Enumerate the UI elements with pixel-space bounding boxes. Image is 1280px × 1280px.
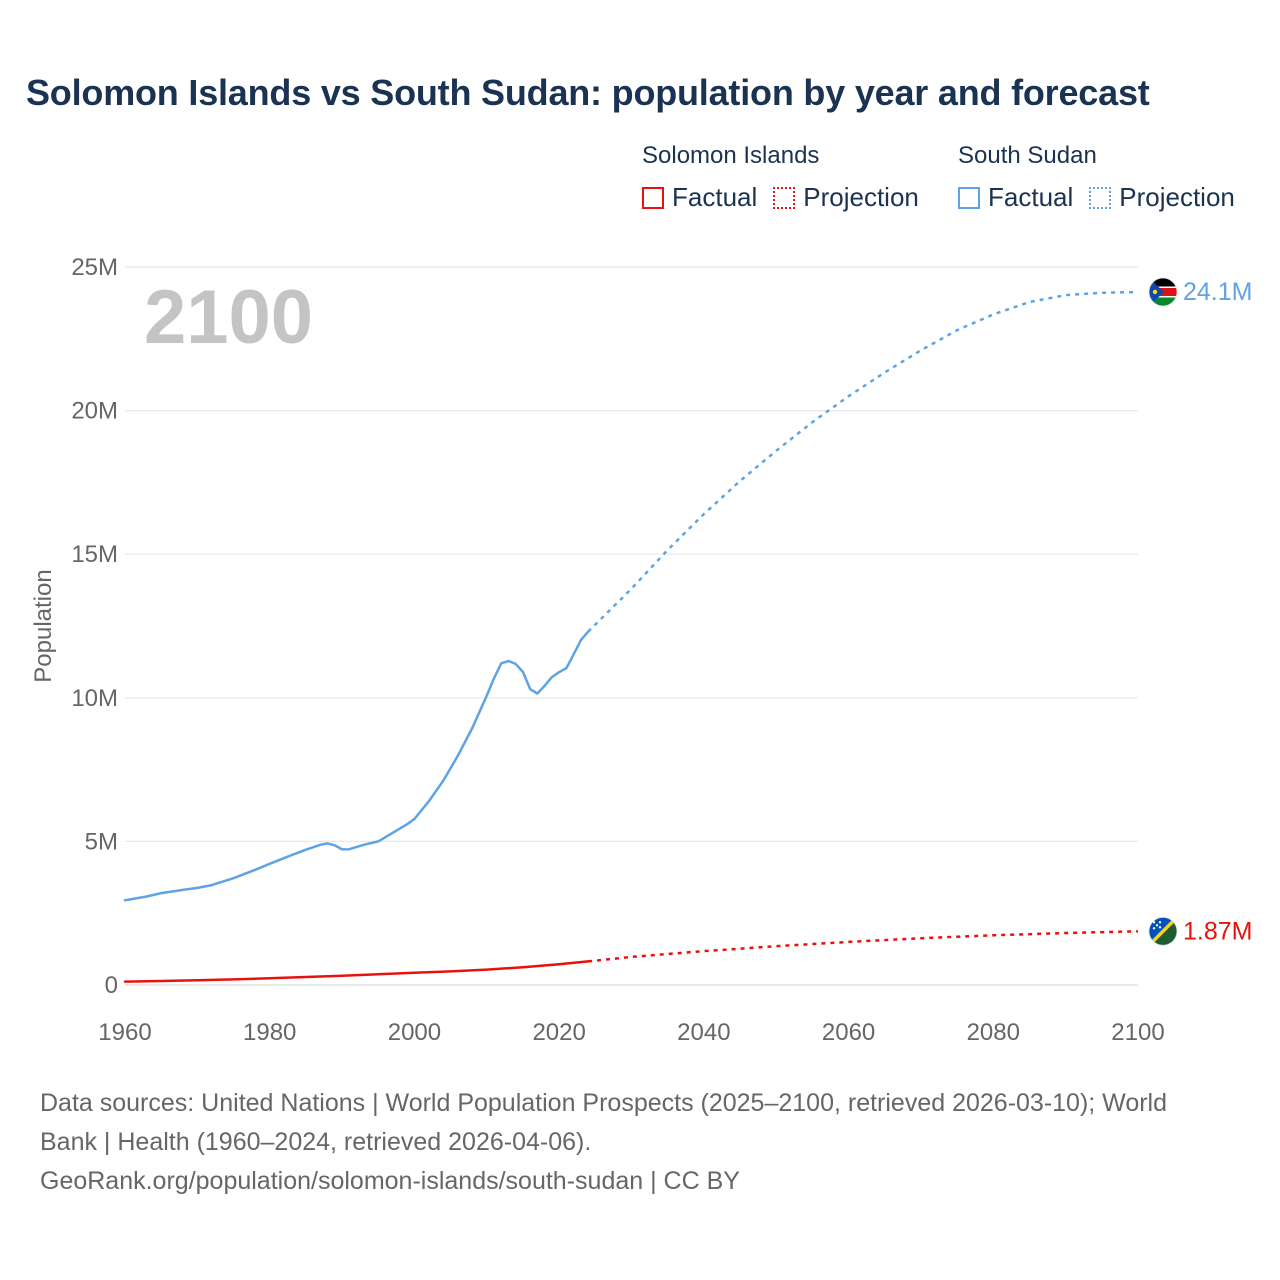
y-tick-label: 0	[105, 972, 118, 999]
legend-solomon-islands: Solomon Islands Factual Projection	[642, 140, 935, 213]
dotted-swatch-icon	[1089, 186, 1112, 209]
solomon-islands-flag-icon	[1148, 916, 1178, 946]
y-tick-label: 15M	[71, 541, 118, 568]
x-tick-label: 2060	[822, 1019, 875, 1046]
south-sudan-flag-icon	[1148, 277, 1178, 307]
source-footer: Data sources: United Nations | World Pop…	[40, 1084, 1240, 1201]
legend-projection-solomon-islands[interactable]: Projection	[773, 182, 919, 213]
year-label: 2100	[144, 275, 313, 360]
y-tick-label: 20M	[71, 398, 118, 425]
legend-projection-label: Projection	[803, 182, 919, 212]
x-tick-label: 2000	[388, 1019, 441, 1046]
x-tick-label: 2040	[677, 1019, 730, 1046]
series-line-projection-south-sudan	[587, 290, 1139, 633]
end-value-label-solomon-islands: 1.87M	[1183, 917, 1252, 945]
legend-country-label: South Sudan	[958, 142, 1097, 169]
legend-country-label: Solomon Islands	[642, 142, 820, 169]
legend-south-sudan: South Sudan Factual Projection	[958, 140, 1251, 213]
x-tick-label: 2080	[967, 1019, 1020, 1046]
source-line: Data sources: United Nations | World Pop…	[40, 1089, 1168, 1117]
source-link[interactable]: GeoRank.org/population/solomon-islands/s…	[40, 1167, 740, 1195]
legend-factual-label: Factual	[988, 182, 1074, 212]
legend-factual-solomon-islands[interactable]: Factual	[642, 182, 757, 213]
y-tick-label: 5M	[85, 828, 118, 855]
series-line-factual-south-sudan	[123, 630, 590, 902]
source-line: Bank | Health (1960–2024, retrieved 2026…	[40, 1128, 592, 1156]
dotted-swatch-icon	[773, 186, 796, 209]
x-tick-label: 1960	[98, 1019, 151, 1046]
legend-factual-south-sudan[interactable]: Factual	[958, 182, 1073, 213]
x-tick-label: 2020	[532, 1019, 585, 1046]
x-tick-label: 2100	[1111, 1019, 1164, 1046]
solid-swatch-icon	[958, 186, 980, 209]
x-tick-label: 1980	[243, 1019, 296, 1046]
series-line-projection-solomon-islands	[587, 930, 1139, 963]
y-axis-label: Population	[30, 569, 57, 682]
legend-projection-south-sudan[interactable]: Projection	[1089, 182, 1235, 213]
solid-swatch-icon	[642, 186, 664, 209]
y-tick-label: 25M	[71, 254, 118, 281]
series-line-factual-solomon-islands	[123, 960, 590, 983]
chart-title: Solomon Islands vs South Sudan: populati…	[26, 72, 1150, 113]
y-tick-label: 10M	[71, 685, 118, 712]
legend-factual-label: Factual	[672, 182, 758, 212]
end-value-label-south-sudan: 24.1M	[1183, 278, 1252, 306]
legend-projection-label: Projection	[1119, 182, 1235, 212]
